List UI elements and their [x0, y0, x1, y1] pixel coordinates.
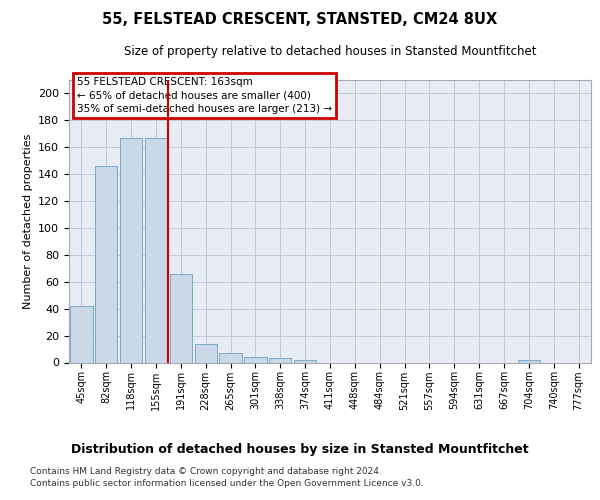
Bar [145, 138, 167, 362]
Bar [244, 357, 266, 362]
Bar [170, 274, 192, 362]
Text: Contains HM Land Registry data © Crown copyright and database right 2024.: Contains HM Land Registry data © Crown c… [30, 468, 382, 476]
Bar [269, 358, 292, 362]
Text: 55 FELSTEAD CRESCENT: 163sqm
← 65% of detached houses are smaller (400)
35% of s: 55 FELSTEAD CRESCENT: 163sqm ← 65% of de… [77, 77, 332, 114]
Text: Distribution of detached houses by size in Stansted Mountfitchet: Distribution of detached houses by size … [71, 442, 529, 456]
Y-axis label: Number of detached properties: Number of detached properties [23, 134, 32, 309]
Bar [518, 360, 540, 362]
Bar [194, 344, 217, 362]
Bar [220, 353, 242, 362]
Bar [95, 166, 118, 362]
Bar [294, 360, 316, 362]
Title: Size of property relative to detached houses in Stansted Mountfitchet: Size of property relative to detached ho… [124, 45, 536, 58]
Text: 55, FELSTEAD CRESCENT, STANSTED, CM24 8UX: 55, FELSTEAD CRESCENT, STANSTED, CM24 8U… [103, 12, 497, 28]
Text: Contains public sector information licensed under the Open Government Licence v3: Contains public sector information licen… [30, 479, 424, 488]
Bar [120, 138, 142, 362]
Bar [70, 306, 92, 362]
